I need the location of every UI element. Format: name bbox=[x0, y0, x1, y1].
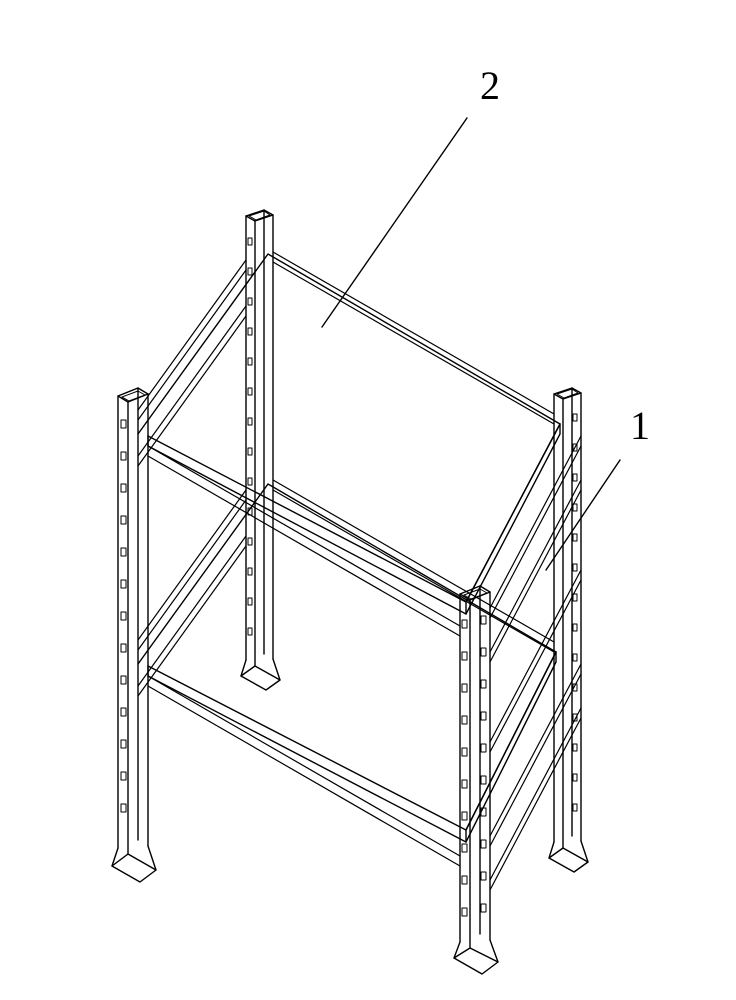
back-rails bbox=[273, 252, 554, 652]
shelf-upper bbox=[138, 254, 560, 614]
callout-2: 2 bbox=[480, 62, 500, 109]
post-back-left bbox=[241, 210, 280, 690]
diagram-container: 2 1 bbox=[0, 0, 736, 1000]
shelf-lower bbox=[138, 484, 556, 842]
shelf-drawing bbox=[0, 0, 736, 1000]
callout-1: 1 bbox=[630, 402, 650, 449]
callout-lines bbox=[322, 118, 620, 570]
rungs-right bbox=[490, 436, 581, 890]
